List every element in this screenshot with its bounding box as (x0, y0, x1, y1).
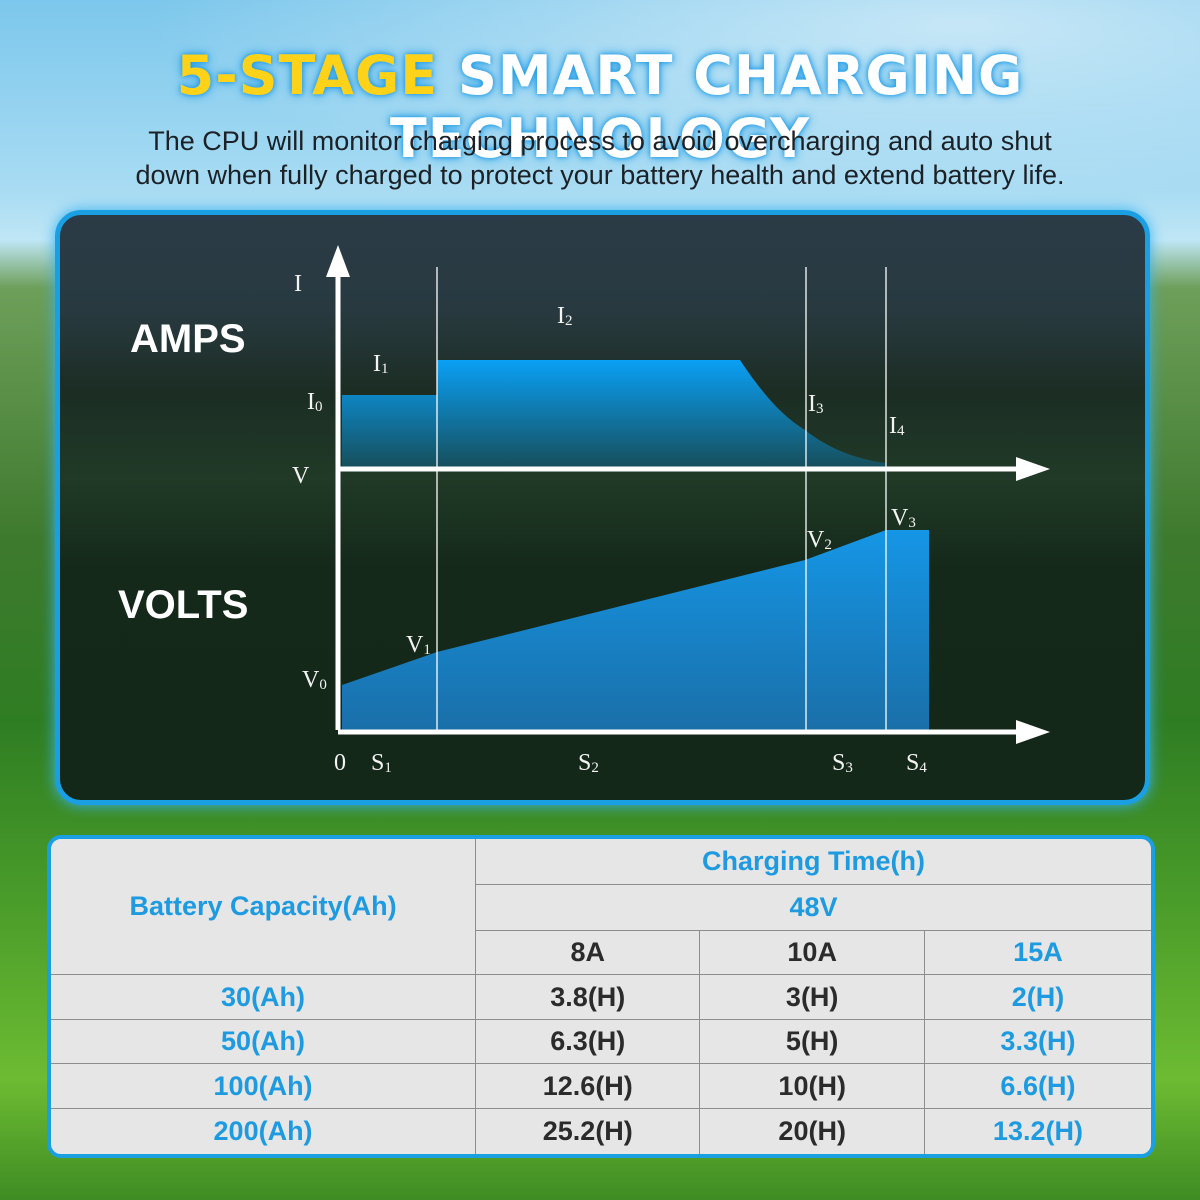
amps-label: AMPS (130, 317, 246, 361)
subtitle-line-1: The CPU will monitor charging process to… (148, 126, 1052, 156)
voltage-header: 48V (475, 884, 1151, 931)
label-v3: V3 (891, 505, 916, 531)
label-i0: I0 (307, 389, 323, 415)
volts-label: VOLTS (118, 583, 249, 627)
label-i4: I4 (889, 413, 905, 439)
time-cell: 25.2(H) (475, 1107, 701, 1154)
title-rest: SMART CHARGING TECHNOLOGY (389, 44, 1024, 170)
label-s1: S1 (371, 750, 392, 776)
time-cell: 2(H) (923, 974, 1151, 1020)
capacity-cell: 200(Ah) (51, 1107, 477, 1154)
sky-background (0, 0, 1200, 230)
subtitle: The CPU will monitor charging process to… (60, 124, 1140, 192)
capacity-cell: 30(Ah) (51, 974, 477, 1020)
current-header-10a: 10A (699, 929, 925, 976)
time-cell: 10(H) (699, 1063, 925, 1109)
capacity-header: Battery Capacity(Ah) (51, 839, 477, 976)
time-cell: 6.3(H) (475, 1018, 701, 1065)
time-cell: 3.8(H) (475, 974, 701, 1020)
time-cell: 20(H) (699, 1107, 925, 1154)
table-row: 50(Ah) 6.3(H) 5(H) 3.3(H) (51, 1018, 1151, 1065)
table-row: 200(Ah) 25.2(H) 20(H) 13.2(H) (51, 1107, 1151, 1154)
charging-time-header: Charging Time(h) (475, 839, 1151, 886)
time-cell: 3(H) (699, 974, 925, 1020)
charging-time-table: Battery Capacity(Ah) Charging Time(h) 48… (47, 835, 1155, 1158)
current-header-8a: 8A (475, 929, 701, 976)
label-i2: I2 (557, 303, 573, 329)
time-cell: 3.3(H) (923, 1018, 1151, 1065)
voltage-axis-label: V (292, 463, 310, 489)
time-cell: 6.6(H) (923, 1063, 1151, 1109)
label-s3: S3 (832, 750, 853, 776)
voltage-curve (342, 530, 929, 730)
time-cell: 5(H) (699, 1018, 925, 1065)
page-title: 5-STAGE SMART CHARGING TECHNOLOGY (0, 44, 1200, 170)
subtitle-line-2: down when fully charged to protect your … (135, 160, 1065, 190)
charging-diagram-panel: AMPS VOLTS I V 0 I0 I1 I2 I3 I4 V0 V1 V2… (55, 210, 1150, 805)
current-curve (342, 360, 886, 467)
label-i1: I1 (373, 351, 389, 377)
title-highlight: 5-STAGE (176, 44, 439, 107)
time-cell: 13.2(H) (923, 1107, 1151, 1154)
table-row: 30(Ah) 3.8(H) 3(H) 2(H) (51, 974, 1151, 1020)
capacity-cell: 50(Ah) (51, 1018, 477, 1065)
origin-label: 0 (334, 750, 346, 776)
label-s2: S2 (578, 750, 599, 776)
label-v2: V2 (807, 527, 832, 553)
label-s4: S4 (906, 750, 927, 776)
current-axis-label: I (294, 271, 302, 297)
label-i3: I3 (808, 391, 824, 417)
label-v1: V1 (406, 632, 431, 658)
label-v0: V0 (302, 667, 327, 693)
current-header-15a: 15A (923, 929, 1151, 976)
time-cell: 12.6(H) (475, 1063, 701, 1109)
table-row: 100(Ah) 12.6(H) 10(H) 6.6(H) (51, 1063, 1151, 1109)
charging-curve-diagram (326, 245, 1050, 744)
capacity-cell: 100(Ah) (51, 1063, 477, 1109)
